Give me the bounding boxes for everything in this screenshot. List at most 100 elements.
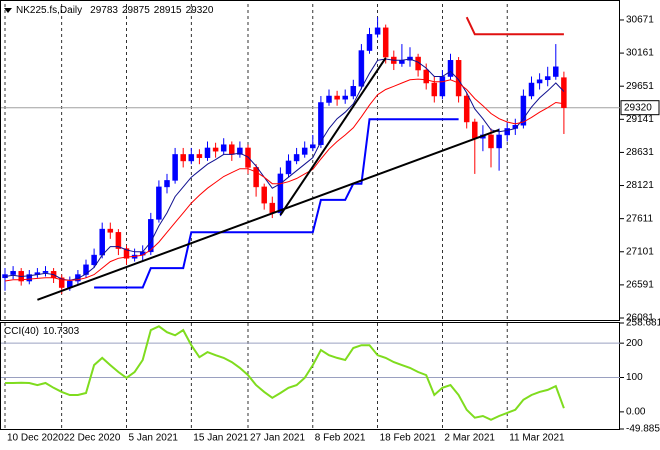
candle-body xyxy=(26,274,33,282)
candle-body xyxy=(455,60,462,97)
low-value: 28915 xyxy=(154,5,182,16)
y-tick-label: 26591 xyxy=(626,280,654,291)
candle-body xyxy=(472,121,478,139)
x-tick-label: 8 Feb 2021 xyxy=(315,433,366,444)
candle-body xyxy=(156,186,162,220)
candle-body xyxy=(99,228,105,256)
cci-last: 10.7303 xyxy=(43,326,80,337)
candle-body xyxy=(180,154,186,162)
cci-title: CCI(40) 10.7303 xyxy=(4,326,80,337)
candle-body xyxy=(423,69,429,84)
candle-body xyxy=(439,76,446,97)
y-tick-label: 27101 xyxy=(626,246,654,257)
high-value: 29875 xyxy=(122,5,150,16)
indicator-line xyxy=(94,118,459,289)
y-tick-label: 100 xyxy=(626,372,643,383)
candle-body xyxy=(285,160,292,175)
candle-body xyxy=(115,232,122,249)
y-tick-label: 27611 xyxy=(626,213,654,224)
y-tick-label: 0.00 xyxy=(626,407,646,418)
indicator-line xyxy=(465,16,564,36)
candle-body xyxy=(212,147,219,152)
candle-body xyxy=(374,27,381,35)
candle-body xyxy=(528,82,535,97)
main-title: NK225.fs,Daily 29783 29875 28915 29320 xyxy=(16,5,214,16)
symbol: NK225.fs,Daily xyxy=(16,5,82,16)
candle-body xyxy=(277,173,284,214)
x-tick-label: 15 Jan 2021 xyxy=(193,433,248,444)
candle-body xyxy=(164,180,170,188)
candle-body xyxy=(520,95,527,126)
candle-body xyxy=(253,167,259,188)
y-tick-label: 29141 xyxy=(626,114,654,125)
candle-body xyxy=(91,254,97,266)
candle-body xyxy=(196,154,203,158)
candle-body xyxy=(488,134,494,149)
price-label-box xyxy=(620,100,660,116)
candle-body xyxy=(42,271,49,273)
cci-line xyxy=(5,325,565,421)
candle-body xyxy=(536,79,543,84)
candle-body xyxy=(269,202,276,214)
candle-body xyxy=(237,147,243,155)
y-tick-label: 28631 xyxy=(626,147,654,158)
candle-body xyxy=(504,128,510,136)
candle-body xyxy=(204,147,211,158)
candle-body xyxy=(123,248,130,259)
y-tick-label: 28121 xyxy=(626,180,654,191)
candle-body xyxy=(561,77,567,108)
x-tick-label: 11 Mar 2021 xyxy=(509,433,565,444)
candle-body xyxy=(431,82,438,97)
candle-body xyxy=(326,95,332,103)
y-tick-label: 30161 xyxy=(626,48,654,59)
candle-body xyxy=(75,274,81,282)
candle-body xyxy=(188,154,195,162)
cci-name: CCI(40) xyxy=(4,326,39,337)
candle-body xyxy=(301,147,308,155)
y-tick-label: 26081 xyxy=(626,313,654,324)
close-value: 29320 xyxy=(186,5,214,16)
open-value: 29783 xyxy=(90,5,118,16)
y-tick-label: 258.6815 xyxy=(626,318,660,329)
x-tick-label: 27 Jan 2021 xyxy=(250,433,305,444)
x-tick-label: 2 Mar 2021 xyxy=(444,433,495,444)
indicator-line xyxy=(4,78,564,282)
candle-body xyxy=(358,50,365,87)
trend-line xyxy=(37,128,500,301)
candle-body xyxy=(229,144,235,155)
x-tick-label: 5 Jan 2021 xyxy=(129,433,179,444)
y-tick-label: 29651 xyxy=(626,81,654,92)
x-tick-label: 10 Dec 2020 xyxy=(7,433,64,444)
candle-body xyxy=(220,144,227,152)
y-tick-label: 200 xyxy=(626,338,643,349)
menu-triangle xyxy=(4,8,12,13)
candle-body xyxy=(172,154,178,181)
trend-line xyxy=(279,57,387,216)
plot-layer: 30671 30161 29651 29141 28631 28121 27611 27101… xyxy=(1,4,660,444)
candle-body xyxy=(382,27,389,58)
x-tick-label: 18 Feb 2021 xyxy=(380,433,437,444)
cci-panel-frame xyxy=(0,322,620,430)
candle-body xyxy=(318,102,324,145)
candle-body xyxy=(366,34,373,51)
candle-body xyxy=(544,76,551,81)
candle-body xyxy=(553,66,559,77)
candle-body xyxy=(261,186,267,204)
candle-body xyxy=(496,134,502,149)
candle-body xyxy=(107,228,114,233)
candle-body xyxy=(83,264,89,275)
y-tick-label: 30671 xyxy=(626,15,654,26)
candle-body xyxy=(58,277,65,288)
price-label: 29320 xyxy=(624,102,652,113)
candle-body xyxy=(310,144,316,149)
indicator-line xyxy=(4,58,565,281)
candle-body xyxy=(10,271,16,275)
candle-body xyxy=(350,86,357,97)
main-panel-frame xyxy=(0,0,620,321)
candle-body xyxy=(293,154,300,162)
x-tick-label: 22 Dec 2020 xyxy=(64,433,121,444)
